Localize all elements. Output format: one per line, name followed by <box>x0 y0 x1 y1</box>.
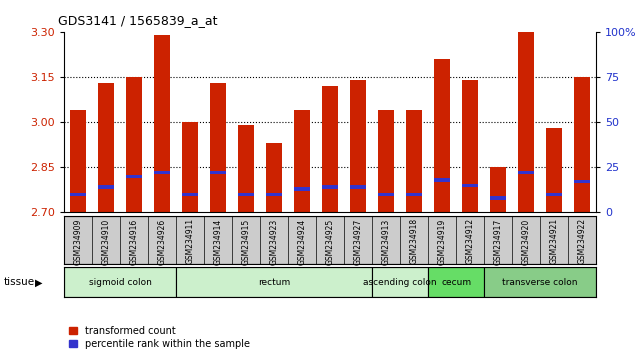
Text: GSM234916: GSM234916 <box>129 218 138 264</box>
Bar <box>183 193 198 196</box>
Bar <box>574 180 590 183</box>
Legend: transformed count, percentile rank within the sample: transformed count, percentile rank withi… <box>69 326 249 349</box>
Bar <box>351 80 366 212</box>
Text: GSM234918: GSM234918 <box>410 218 419 264</box>
Text: GSM234909: GSM234909 <box>74 218 83 265</box>
Bar <box>183 122 198 212</box>
Bar <box>519 32 534 212</box>
Text: GSM234922: GSM234922 <box>578 218 587 264</box>
Bar <box>267 193 282 196</box>
Bar <box>64 267 176 297</box>
Text: cecum: cecum <box>441 278 471 287</box>
Text: rectum: rectum <box>258 278 290 287</box>
Text: sigmoid colon: sigmoid colon <box>88 278 151 287</box>
Text: GSM234913: GSM234913 <box>381 218 390 264</box>
Bar <box>546 128 562 212</box>
Bar <box>238 193 254 196</box>
Text: GSM234925: GSM234925 <box>326 218 335 264</box>
Bar <box>574 77 590 212</box>
Text: GSM234927: GSM234927 <box>354 218 363 264</box>
Bar <box>210 171 226 174</box>
Text: GSM234921: GSM234921 <box>549 218 558 264</box>
Bar <box>378 193 394 196</box>
Text: GSM234911: GSM234911 <box>186 218 195 264</box>
Text: GSM234915: GSM234915 <box>242 218 251 264</box>
Text: GSM234919: GSM234919 <box>438 218 447 264</box>
Bar <box>490 196 506 200</box>
Text: GSM234923: GSM234923 <box>270 218 279 264</box>
Bar <box>378 110 394 212</box>
Bar <box>462 80 478 212</box>
Bar <box>126 77 142 212</box>
Bar <box>435 178 450 182</box>
Text: GDS3141 / 1565839_a_at: GDS3141 / 1565839_a_at <box>58 14 217 27</box>
Bar <box>351 185 366 189</box>
Bar <box>71 193 86 196</box>
Bar <box>406 110 422 212</box>
Bar <box>322 185 338 189</box>
Text: GSM234912: GSM234912 <box>465 218 474 264</box>
Bar <box>406 193 422 196</box>
Bar <box>210 83 226 212</box>
Text: GSM234914: GSM234914 <box>213 218 222 264</box>
Text: GSM234924: GSM234924 <box>297 218 306 264</box>
Bar <box>462 184 478 187</box>
Bar <box>546 193 562 196</box>
Bar <box>154 171 170 174</box>
Bar <box>435 59 450 212</box>
Bar <box>176 267 372 297</box>
Bar <box>99 83 114 212</box>
Text: tissue: tissue <box>3 277 35 287</box>
Bar <box>294 110 310 212</box>
Bar <box>154 35 170 212</box>
Bar <box>428 267 484 297</box>
Text: transverse colon: transverse colon <box>503 278 578 287</box>
Bar <box>294 187 310 190</box>
Bar <box>322 86 338 212</box>
Bar <box>71 110 86 212</box>
Bar <box>372 267 428 297</box>
Text: GSM234926: GSM234926 <box>158 218 167 264</box>
Text: ascending colon: ascending colon <box>363 278 437 287</box>
Text: GSM234917: GSM234917 <box>494 218 503 264</box>
Bar <box>99 185 114 189</box>
Bar <box>238 125 254 212</box>
Text: GSM234910: GSM234910 <box>102 218 111 264</box>
Bar <box>267 143 282 212</box>
Bar <box>490 167 506 212</box>
Bar <box>126 175 142 178</box>
Bar <box>519 171 534 174</box>
Bar <box>484 267 596 297</box>
Text: ▶: ▶ <box>35 277 43 287</box>
Text: GSM234920: GSM234920 <box>522 218 531 264</box>
